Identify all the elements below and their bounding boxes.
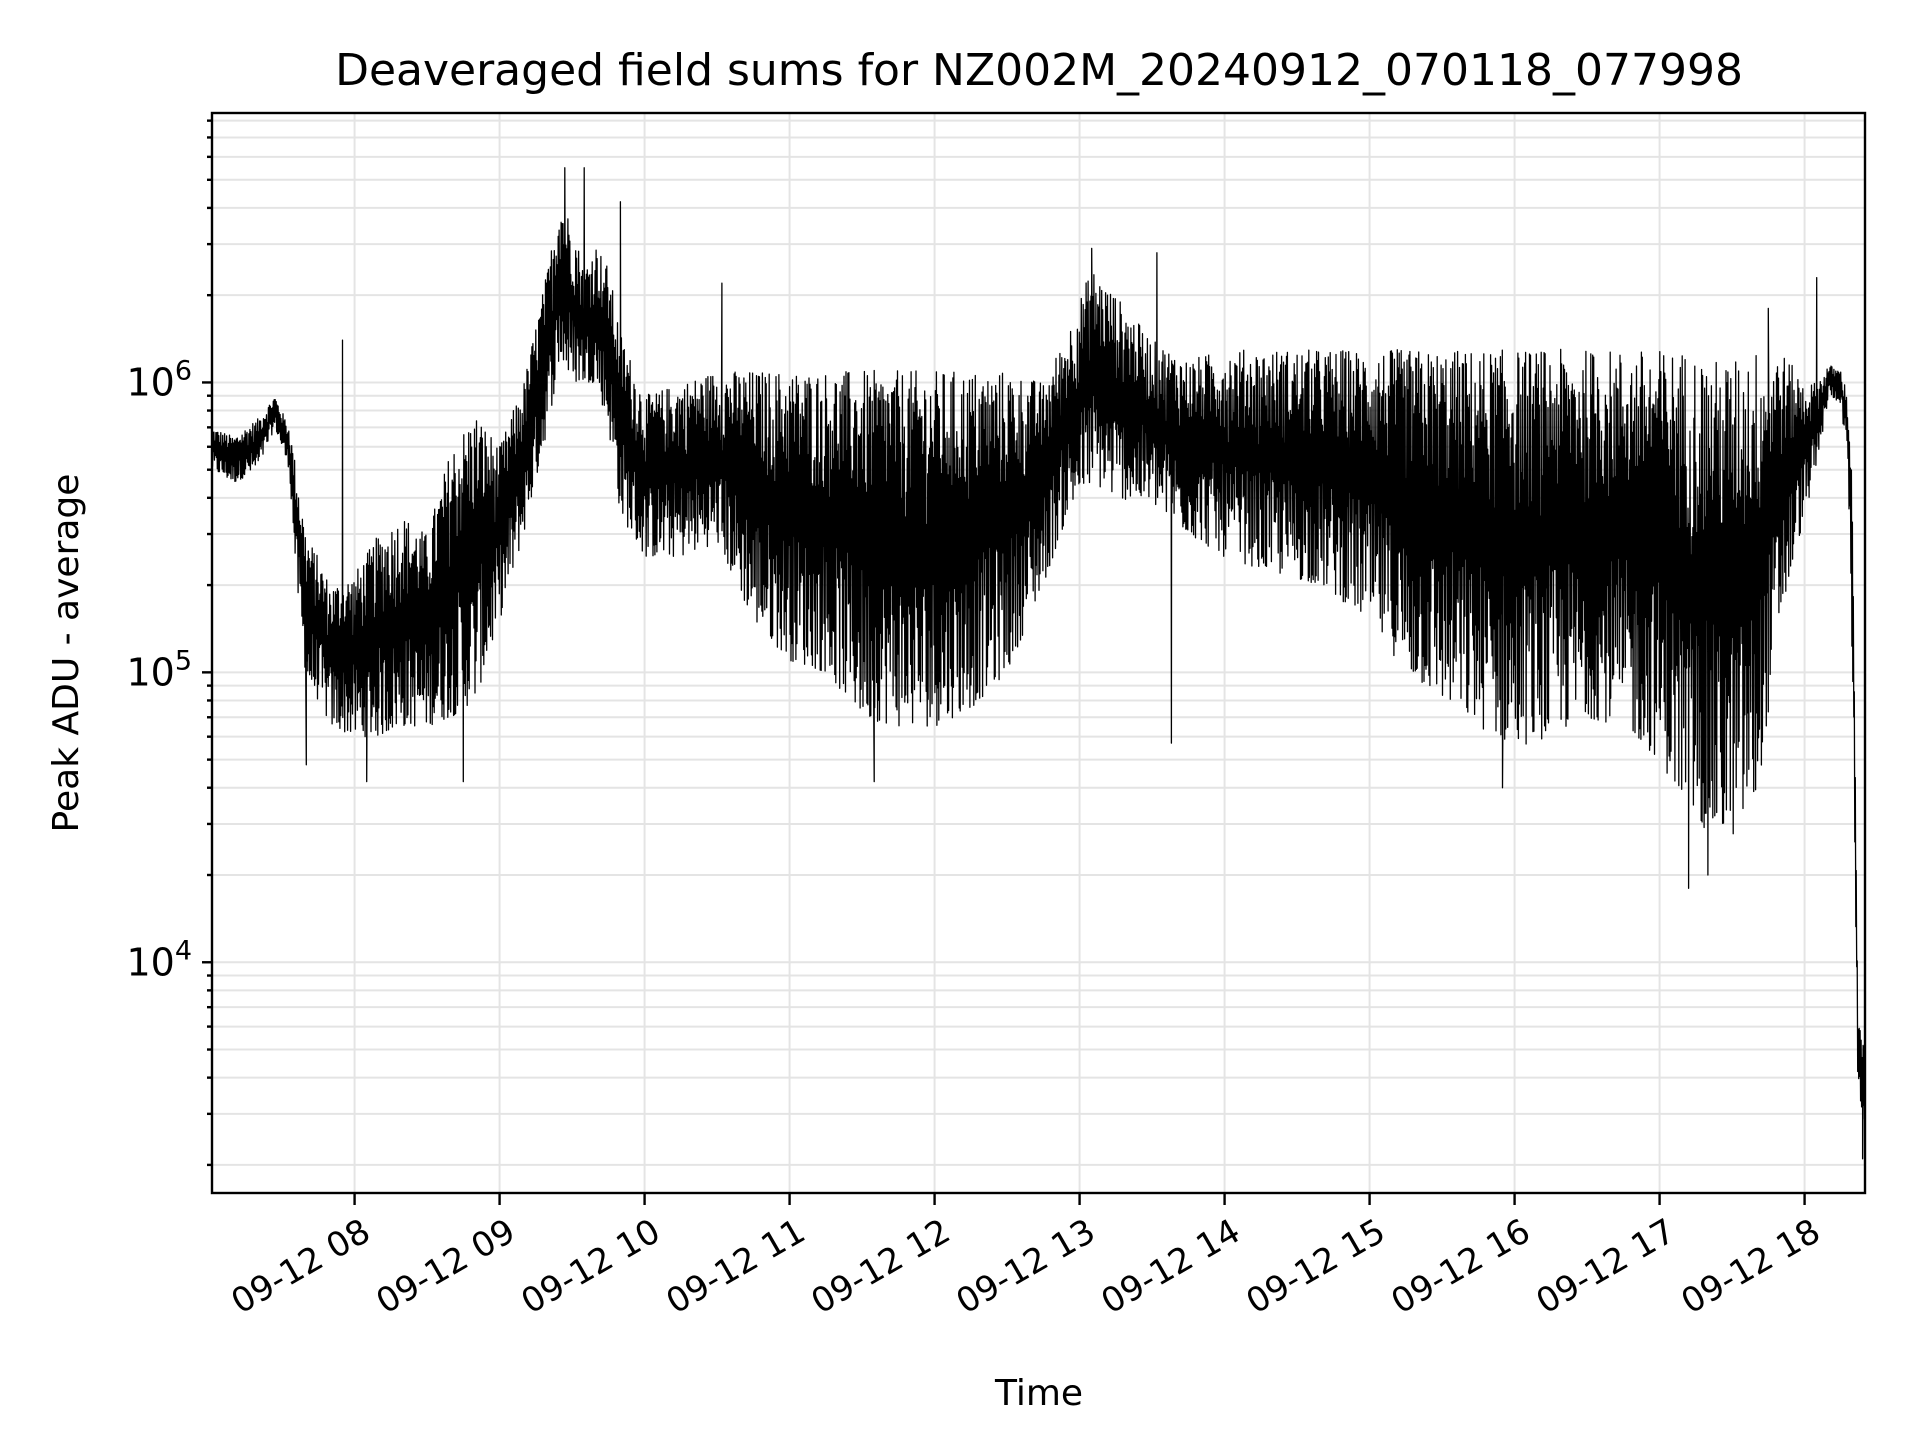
x-axis-label: Time — [994, 1373, 1083, 1414]
series-line — [211, 167, 1866, 1160]
y-tick-label: 106 — [126, 355, 192, 404]
y-tick-exponent: 6 — [175, 355, 192, 386]
chart-title: Deaveraged field sums for NZ002M_2024091… — [335, 45, 1743, 96]
y-tick-label: 105 — [126, 645, 192, 694]
y-tick-exponent: 4 — [175, 935, 192, 966]
plot-frame — [210, 111, 1867, 1195]
y-tick-label: 104 — [126, 935, 192, 984]
y-tick-base: 10 — [126, 940, 174, 984]
series-layer — [211, 167, 1866, 1160]
y-axis-label: Peak ADU - average — [46, 474, 87, 833]
y-tick-base: 10 — [126, 360, 174, 404]
y-tick-base: 10 — [126, 650, 174, 694]
y-tick-exponent: 5 — [175, 645, 192, 676]
